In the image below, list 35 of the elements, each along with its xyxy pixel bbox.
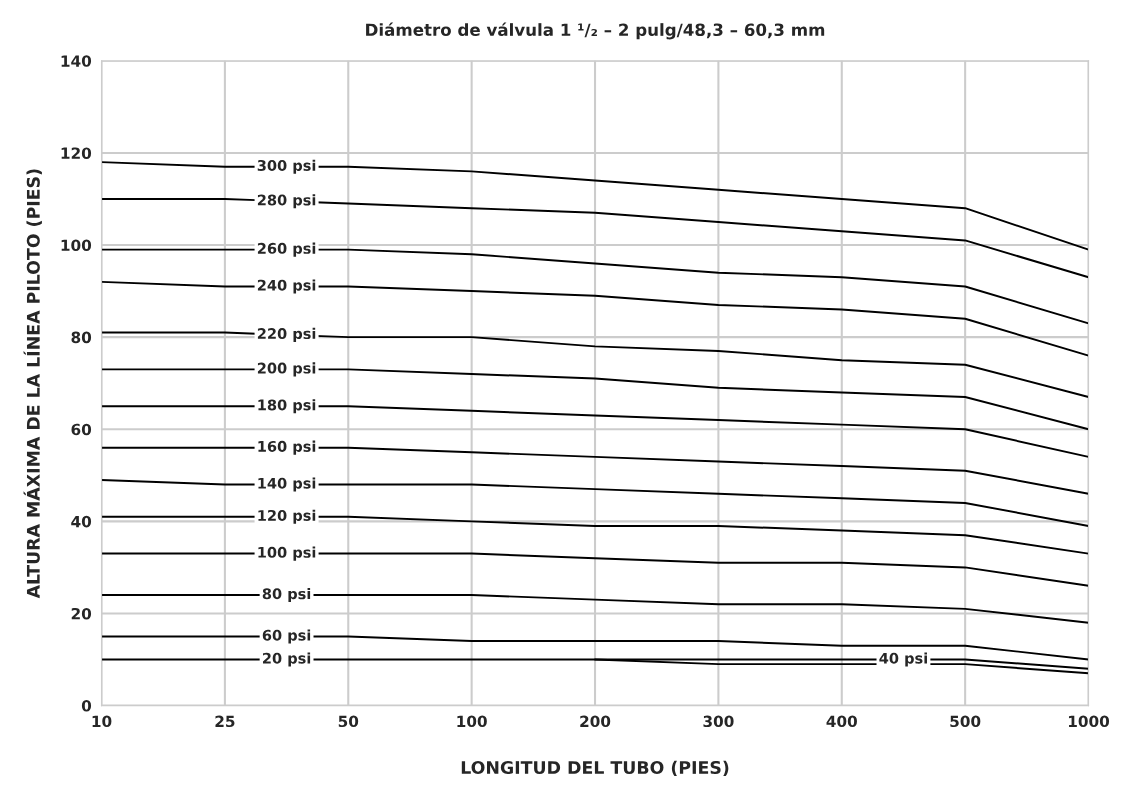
x-tick-label: 300 (703, 715, 734, 728)
y-tick-label: 120 (61, 147, 92, 159)
x-tick-label: 25 (215, 715, 235, 728)
series-label: 160 psi (258, 440, 316, 455)
x-axis-title: LONGITUD DEL TUBO (PIES) (461, 760, 729, 777)
y-tick-label: 40 (71, 515, 92, 528)
series-label: 120 psi (258, 509, 316, 524)
x-tick-label: 50 (338, 715, 359, 728)
series-label: 40 psi (879, 652, 927, 667)
chart-title: Diámetro de válvula 1 ¹/₂ – 2 pulg/48,3 – 60,3 mm (366, 22, 825, 40)
series-label: 200 psi (257, 362, 316, 377)
series-label: 240 psi (257, 279, 316, 294)
series-label: 60 psi (262, 629, 311, 644)
y-tick-label: 100 (61, 239, 92, 252)
y-axis-title: ALTURA MÁXIMA DE LA LÍNEA PILOTO (PIES) (23, 169, 42, 599)
x-tick-label: 500 (950, 715, 981, 728)
x-tick-label: 1000 (1068, 715, 1110, 728)
series-label: 280 psi (257, 194, 316, 209)
series-label: 180 psi (258, 399, 316, 414)
x-tick-label: 400 (826, 715, 857, 728)
series-label: 260 psi (257, 242, 316, 257)
series-label: 80 psi (262, 587, 311, 603)
y-tick-label: 60 (71, 423, 92, 436)
y-tick-label: 140 (61, 55, 92, 67)
series-label: 20 psi (262, 652, 311, 667)
series-label: 140 psi (258, 477, 316, 492)
series-label: 300 psi (257, 159, 316, 174)
x-tick-label: 10 (92, 715, 112, 728)
x-tick-label: 200 (580, 715, 611, 728)
series-label: 220 psi (257, 327, 316, 342)
y-tick-label: 0 (81, 700, 92, 712)
y-tick-label: 80 (71, 331, 92, 344)
series-label: 100 psi (258, 546, 316, 561)
y-tick-label: 20 (71, 607, 92, 620)
x-tick-label: 100 (457, 715, 487, 728)
